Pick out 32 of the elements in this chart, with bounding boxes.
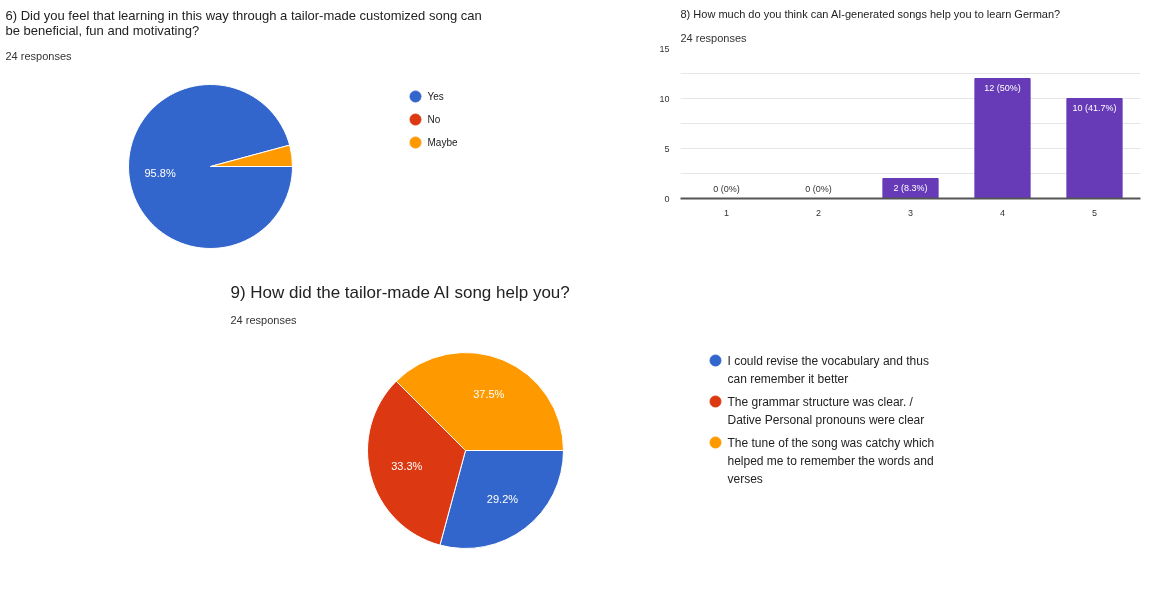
legend-label: The tune of the song was catchy which helped me to remember the words and verses: [727, 435, 935, 486]
bar: [1066, 98, 1123, 199]
legend-label: No: [427, 114, 441, 125]
legend-label: Yes: [427, 91, 444, 102]
y-tick-label: 10: [659, 93, 670, 104]
x-tick-label: 3: [908, 207, 914, 218]
text: 24 responses: [230, 313, 298, 326]
legend-label: The grammar structure was clear. / Dative Personal pronouns were clear: [727, 394, 925, 427]
chart-subtitle: 24 responses: [680, 31, 748, 44]
chart-title: 9) How did the tailor-made AI song help you?: [230, 282, 570, 302]
text: 24 responses: [5, 49, 73, 62]
data-label: 12 (50%): [984, 83, 1021, 93]
data-label: 29.2%: [486, 492, 519, 505]
chart-title: 8) How much do you think can AI-generated songs help you to learn German?: [680, 7, 1061, 20]
chart-title: 6) Did you feel that learning in this way through a tailor-made customized song can be beneficial, fun and motivating?: [5, 7, 482, 38]
x-tick-label: 2: [816, 207, 822, 218]
data-label: 95.8%: [144, 167, 176, 180]
data-label: 37.5%: [473, 388, 505, 401]
x-tick-label: 1: [724, 207, 730, 218]
data-label: 2 (8.3%): [893, 183, 928, 193]
x-tick-label: 4: [1000, 207, 1006, 218]
data-label: 33.3%: [391, 460, 423, 473]
x-tick-label: 5: [1092, 207, 1098, 218]
data-label: 10 (41.7%): [1072, 103, 1117, 113]
y-tick-label: 5: [664, 143, 670, 154]
legend-label: I could revise the vocabulary and thus can remember it better: [727, 353, 929, 386]
y-tick-label: 15: [659, 43, 670, 54]
bar: [974, 78, 1031, 199]
y-tick-label: 0: [664, 193, 670, 204]
data-label: 0 (0%): [805, 184, 832, 194]
legend-label: Maybe: [427, 137, 458, 148]
data-label: 0 (0%): [713, 184, 740, 194]
